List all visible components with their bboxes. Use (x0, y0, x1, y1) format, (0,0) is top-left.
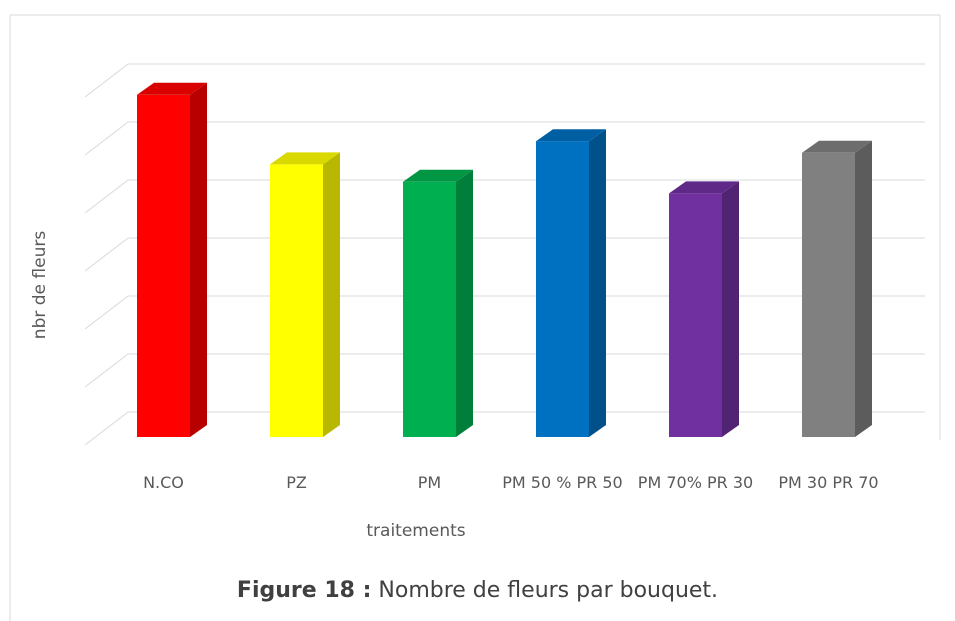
grid-line (84, 411, 129, 446)
bar-top (403, 169, 473, 182)
bar-side (190, 82, 207, 438)
bar-front (270, 164, 323, 437)
x-tick-label: PM 30 PR 70 (778, 473, 879, 492)
x-tick-label: PM (417, 473, 442, 492)
grid-line (84, 121, 129, 156)
bar-side (456, 169, 473, 438)
caption-text: Nombre de fleurs par bouquet. (378, 578, 719, 603)
bar-front (536, 141, 589, 437)
bar-front (669, 193, 722, 437)
y-axis-label: nbr de fleurs (30, 231, 50, 340)
x-tick-label: N.CO (143, 473, 184, 492)
grid-line (84, 179, 129, 214)
bar-side (722, 181, 739, 437)
bar-front (137, 94, 190, 438)
bar-side (323, 152, 340, 437)
grid-line (84, 295, 129, 330)
bar-top (137, 82, 207, 95)
x-tick-label: PM 70% PR 30 (637, 473, 754, 492)
x-tick-label: PM 50 % PR 50 (502, 473, 623, 492)
bar-top (669, 181, 739, 194)
bar-front (403, 181, 456, 437)
x-tick-label: PZ (286, 473, 307, 492)
bar-top (270, 152, 340, 165)
bar-side (855, 140, 872, 438)
grid-line (84, 237, 129, 272)
x-axis-label: traitements (366, 521, 465, 541)
bar-top (536, 129, 606, 142)
grid-line (84, 353, 129, 388)
caption-label: Figure 18 : (236, 578, 372, 603)
caption: Figure 18 : Nombre de fleurs par bouquet… (0, 578, 955, 603)
bar-front (802, 152, 855, 438)
grid-line (84, 63, 129, 98)
bar-side (589, 129, 606, 437)
bar-top (802, 140, 872, 153)
